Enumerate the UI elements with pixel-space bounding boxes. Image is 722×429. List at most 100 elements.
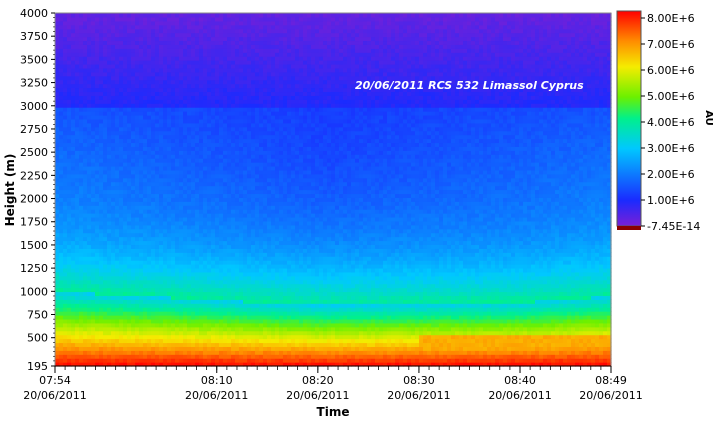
heatmap-cell [75, 275, 80, 281]
heatmap-cell [271, 362, 276, 367]
heatmap-cell [59, 134, 64, 140]
heatmap-cell [139, 224, 144, 230]
heatmap-cell [59, 287, 64, 293]
heatmap-cell [115, 224, 120, 230]
heatmap-cell [135, 326, 140, 332]
heatmap-cell [131, 71, 136, 77]
heatmap-cell [175, 303, 180, 308]
heatmap-cell [107, 60, 112, 65]
heatmap-cell [143, 150, 148, 155]
heatmap-cell [231, 248, 236, 253]
heatmap-cell [223, 205, 228, 210]
heatmap-cell [175, 291, 180, 296]
heatmap-cell [87, 205, 92, 210]
heatmap-cell [59, 303, 64, 308]
heatmap-cell [235, 271, 240, 277]
heatmap-cell [207, 326, 212, 332]
heatmap-cell [131, 354, 136, 359]
heatmap-cell [187, 299, 192, 304]
heatmap-cell [171, 267, 176, 273]
heatmap-cell [159, 346, 164, 351]
heatmap-cell [211, 358, 216, 363]
heatmap-cell [139, 299, 144, 304]
heatmap-cell [191, 283, 196, 289]
heatmap-cell [139, 318, 144, 324]
heatmap-cell [223, 60, 228, 65]
heatmap-cell [239, 240, 244, 246]
heatmap-cell [107, 346, 112, 351]
heatmap-cell [103, 326, 108, 332]
heatmap-cell [79, 358, 84, 363]
heatmap-cell [63, 114, 68, 120]
heatmap-cell [187, 75, 192, 81]
heatmap-cell [163, 267, 168, 273]
heatmap-cell [267, 103, 272, 108]
heatmap-cell [111, 32, 116, 38]
heatmap-cell [183, 67, 188, 73]
heatmap-cell [215, 318, 220, 324]
heatmap-cell [227, 264, 232, 269]
heatmap-cell [243, 350, 248, 355]
heatmap-cell [59, 267, 64, 273]
heatmap-cell [251, 107, 256, 112]
heatmap-cell [271, 52, 276, 57]
heatmap-cell [219, 303, 224, 308]
heatmap-cell [95, 150, 100, 155]
heatmap-cell [131, 334, 136, 340]
heatmap-cell [55, 189, 60, 195]
heatmap-cell [103, 169, 108, 175]
heatmap-cell [219, 346, 224, 351]
heatmap-cell [107, 279, 112, 285]
heatmap-cell [251, 40, 256, 45]
heatmap-cell [59, 248, 64, 253]
heatmap-cell [151, 103, 156, 108]
heatmap-cell [179, 126, 184, 132]
heatmap-cell [71, 20, 76, 26]
heatmap-cell [195, 44, 200, 49]
heatmap-cell [191, 291, 196, 296]
heatmap-cell [191, 67, 196, 73]
heatmap-cell [111, 56, 116, 61]
heatmap-cell [75, 354, 80, 359]
heatmap-cell [263, 158, 268, 163]
heatmap-cell [151, 177, 156, 183]
heatmap-cell [63, 283, 68, 289]
heatmap-cell [71, 315, 76, 320]
heatmap-cell [259, 311, 264, 316]
heatmap-cell [187, 267, 192, 273]
heatmap-cell [215, 283, 220, 289]
heatmap-cell [239, 24, 244, 30]
heatmap-cell [79, 295, 84, 300]
heatmap-cell [259, 224, 264, 230]
heatmap-cell [183, 197, 188, 202]
heatmap-cell [195, 201, 200, 206]
heatmap-cell [131, 40, 136, 45]
heatmap-cell [211, 177, 216, 183]
heatmap-cell [231, 295, 236, 300]
heatmap-cell [183, 256, 188, 261]
heatmap-cell [159, 189, 164, 195]
heatmap-cell [219, 201, 224, 206]
heatmap-cell [147, 201, 152, 206]
heatmap-cell [143, 99, 148, 104]
heatmap-cell [243, 342, 248, 347]
heatmap-cell [171, 315, 176, 320]
heatmap-cell [147, 311, 152, 316]
heatmap-cell [239, 181, 244, 187]
heatmap-cell [87, 338, 92, 344]
heatmap-cell [63, 315, 68, 320]
heatmap-cell [175, 358, 180, 363]
heatmap-cell [239, 122, 244, 128]
heatmap-cell [235, 256, 240, 261]
heatmap-cell [87, 271, 92, 277]
heatmap-cell [179, 260, 184, 265]
heatmap-cell [111, 197, 116, 202]
heatmap-cell [107, 209, 112, 214]
heatmap-cell [63, 181, 68, 187]
heatmap-cell [159, 267, 164, 273]
heatmap-cell [211, 91, 216, 96]
heatmap-cell [215, 67, 220, 73]
heatmap-cell [183, 122, 188, 128]
heatmap-cell [95, 40, 100, 45]
heatmap-cell [251, 16, 256, 22]
